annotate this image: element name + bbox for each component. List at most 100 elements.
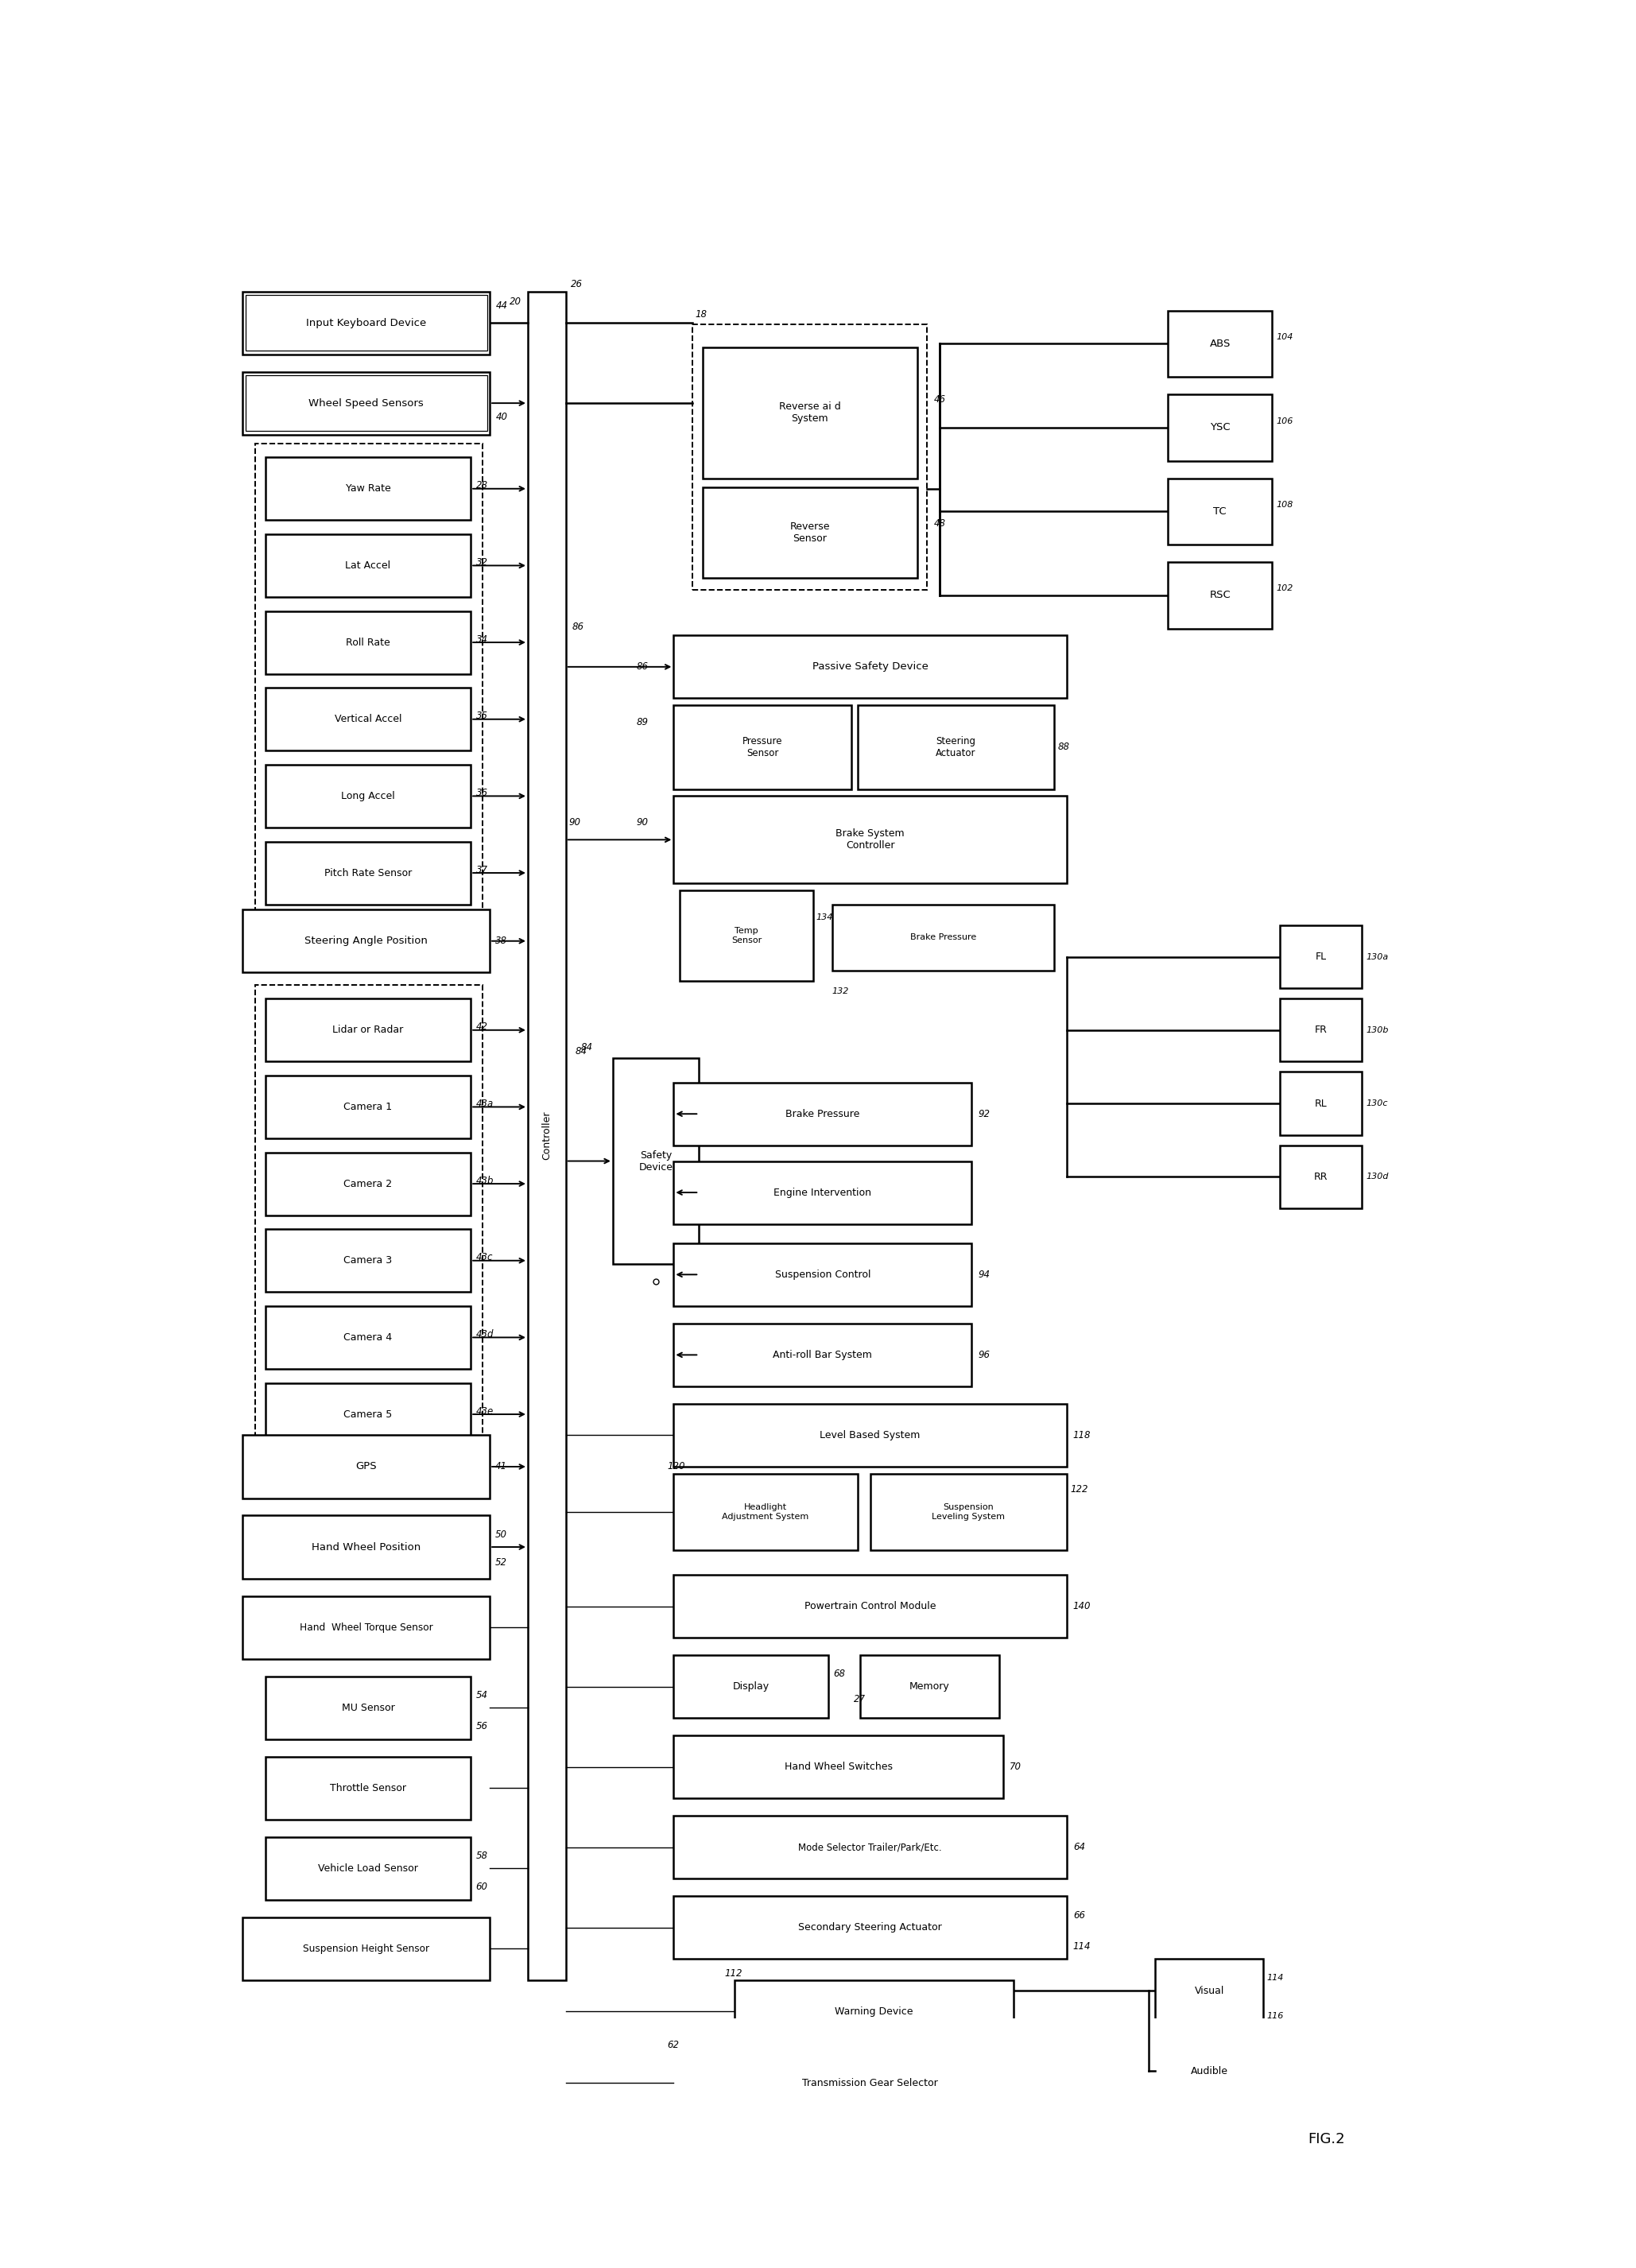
Text: 118: 118 bbox=[1073, 1431, 1091, 1440]
Text: Controller: Controller bbox=[542, 1111, 551, 1161]
Text: 116: 116 bbox=[1266, 2012, 1284, 2021]
Text: 27: 27 bbox=[854, 1694, 865, 1706]
Text: FR: FR bbox=[1315, 1025, 1327, 1034]
Text: 66: 66 bbox=[1073, 1910, 1085, 1921]
Text: MU Sensor: MU Sensor bbox=[342, 1703, 394, 1712]
Bar bbox=[692, 324, 928, 590]
Text: Reverse
Sensor: Reverse Sensor bbox=[790, 522, 829, 544]
Text: 102: 102 bbox=[1276, 585, 1292, 592]
Text: Lat Accel: Lat Accel bbox=[345, 560, 391, 572]
Text: 86: 86 bbox=[636, 662, 648, 671]
Text: Suspension Control: Suspension Control bbox=[775, 1270, 870, 1279]
Text: 64: 64 bbox=[1073, 1842, 1085, 1853]
Bar bbox=[674, 1574, 1067, 1637]
Text: Pitch Rate Sensor: Pitch Rate Sensor bbox=[324, 869, 412, 878]
Bar bbox=[242, 1515, 489, 1579]
Bar bbox=[265, 1837, 471, 1901]
Text: Powertrain Control Module: Powertrain Control Module bbox=[805, 1601, 936, 1613]
Bar bbox=[1279, 998, 1363, 1061]
Bar bbox=[245, 376, 488, 431]
Text: 43e: 43e bbox=[476, 1406, 494, 1415]
Text: 88: 88 bbox=[1058, 742, 1070, 753]
Text: 132: 132 bbox=[833, 987, 849, 996]
Text: RL: RL bbox=[1315, 1098, 1327, 1109]
Text: Hand Wheel Switches: Hand Wheel Switches bbox=[784, 1762, 893, 1771]
Text: Long Accel: Long Accel bbox=[342, 792, 394, 801]
Text: Reverse ai d
System: Reverse ai d System bbox=[779, 401, 841, 424]
Text: RR: RR bbox=[1314, 1173, 1328, 1182]
Text: Secondary Steering Actuator: Secondary Steering Actuator bbox=[798, 1923, 942, 1932]
Text: 68: 68 bbox=[833, 1669, 846, 1678]
Bar bbox=[1168, 311, 1273, 376]
Bar bbox=[674, 1243, 972, 1306]
Bar bbox=[265, 764, 471, 828]
Text: 54: 54 bbox=[476, 1690, 488, 1701]
Text: ABS: ABS bbox=[1209, 338, 1230, 349]
Text: Yaw Rate: Yaw Rate bbox=[345, 483, 391, 494]
Bar bbox=[703, 347, 918, 479]
Text: 34: 34 bbox=[476, 635, 488, 644]
Text: 42: 42 bbox=[476, 1023, 488, 1032]
Bar bbox=[674, 2053, 1067, 2114]
Bar bbox=[242, 1916, 489, 1980]
Bar bbox=[674, 1082, 972, 1145]
Bar bbox=[674, 1404, 1067, 1467]
Bar bbox=[674, 1161, 972, 1225]
Text: Warning Device: Warning Device bbox=[834, 2007, 913, 2016]
Text: Memory: Memory bbox=[910, 1681, 951, 1692]
Text: 58: 58 bbox=[476, 1851, 488, 1862]
Bar bbox=[242, 372, 489, 435]
Text: Brake System
Controller: Brake System Controller bbox=[836, 828, 905, 851]
Text: Level Based System: Level Based System bbox=[820, 1431, 921, 1440]
Text: 43b: 43b bbox=[476, 1175, 494, 1186]
Text: 90: 90 bbox=[568, 816, 581, 828]
Text: 104: 104 bbox=[1276, 333, 1292, 340]
Text: 38: 38 bbox=[494, 937, 507, 946]
Bar bbox=[674, 1325, 972, 1386]
Bar bbox=[674, 1817, 1067, 1878]
Text: FL: FL bbox=[1315, 953, 1327, 962]
Bar bbox=[674, 1656, 828, 1719]
Bar bbox=[674, 1735, 1003, 1799]
Bar bbox=[528, 290, 566, 1980]
Text: Mode Selector Trailer/Park/Etc.: Mode Selector Trailer/Park/Etc. bbox=[798, 1842, 942, 1853]
Text: Steering
Actuator: Steering Actuator bbox=[936, 737, 975, 758]
Text: Headlight
Adjustment System: Headlight Adjustment System bbox=[721, 1504, 808, 1520]
Bar bbox=[242, 909, 489, 973]
Text: Visual: Visual bbox=[1194, 1985, 1224, 1996]
Bar bbox=[265, 610, 471, 674]
Bar bbox=[265, 1229, 471, 1293]
Text: 114: 114 bbox=[1073, 1941, 1091, 1953]
Text: Vertical Accel: Vertical Accel bbox=[334, 714, 402, 723]
Text: Roll Rate: Roll Rate bbox=[345, 637, 391, 649]
Text: 108: 108 bbox=[1276, 501, 1292, 508]
Text: 32: 32 bbox=[476, 558, 488, 567]
Bar bbox=[265, 458, 471, 519]
Text: 52: 52 bbox=[494, 1558, 507, 1567]
Bar bbox=[833, 905, 1054, 971]
Text: Camera 1: Camera 1 bbox=[344, 1102, 393, 1111]
Text: 60: 60 bbox=[476, 1882, 488, 1892]
Text: 62: 62 bbox=[667, 2039, 679, 2050]
Bar bbox=[1168, 562, 1273, 628]
Text: Suspension Height Sensor: Suspension Height Sensor bbox=[303, 1944, 429, 1953]
Text: Camera 3: Camera 3 bbox=[344, 1256, 393, 1266]
Bar bbox=[242, 290, 489, 354]
Text: 120: 120 bbox=[667, 1461, 685, 1472]
Text: 56: 56 bbox=[476, 1721, 488, 1733]
Text: Passive Safety Device: Passive Safety Device bbox=[811, 662, 928, 671]
Text: Throttle Sensor: Throttle Sensor bbox=[330, 1783, 406, 1794]
Text: Transmission Gear Selector: Transmission Gear Selector bbox=[802, 2077, 937, 2089]
Bar bbox=[1279, 1073, 1363, 1134]
Bar bbox=[857, 705, 1054, 789]
Bar bbox=[870, 1474, 1067, 1551]
Text: 106: 106 bbox=[1276, 417, 1292, 424]
Bar bbox=[674, 1896, 1067, 1960]
Bar bbox=[614, 1057, 699, 1263]
Bar bbox=[242, 1597, 489, 1658]
Text: Input Keyboard Device: Input Keyboard Device bbox=[306, 318, 427, 329]
Text: Lidar or Radar: Lidar or Radar bbox=[332, 1025, 404, 1034]
Text: 50: 50 bbox=[494, 1529, 507, 1540]
Text: Pressure
Sensor: Pressure Sensor bbox=[743, 737, 782, 758]
Bar bbox=[242, 1436, 489, 1499]
